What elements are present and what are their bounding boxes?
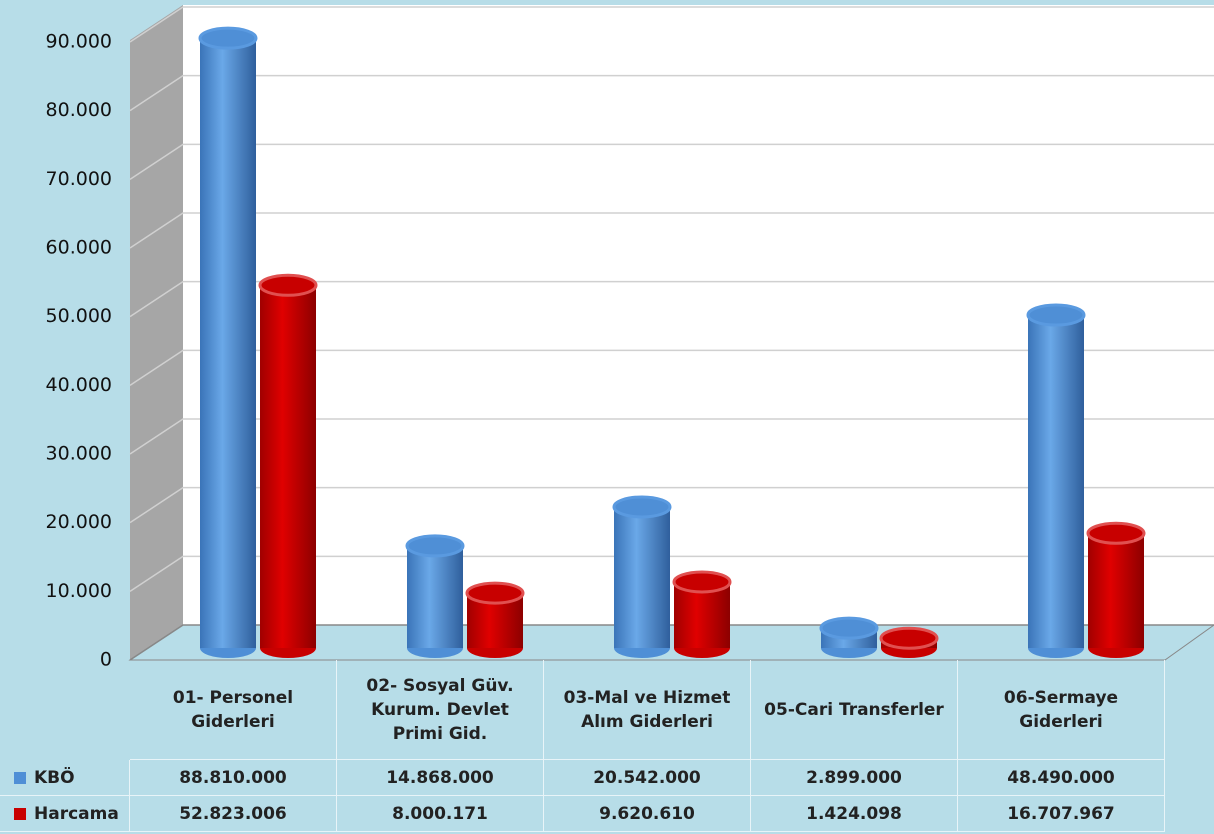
- bar: [407, 545, 463, 648]
- cell-text: 2.899.000: [806, 767, 902, 788]
- cell-text: 02- Sosyal Güv. Kurum. Devlet Primi Gid.: [366, 675, 514, 744]
- legend-key: [14, 771, 26, 784]
- bar-top: [1086, 521, 1146, 545]
- grid-line: [129, 486, 1214, 524]
- category-label: 03-Mal ve Hizmet Alım Giderleri: [544, 660, 751, 760]
- value-label: 1.424.098: [751, 796, 958, 832]
- cell-text: 9.620.610: [599, 803, 695, 824]
- cell-text: Harcama: [34, 803, 119, 824]
- bar-top: [465, 581, 525, 605]
- y-tick-label: 30.000: [46, 443, 112, 465]
- cell-text: 16.707.967: [1007, 803, 1115, 824]
- bar-top: [819, 616, 879, 640]
- y-tick-label: 90.000: [46, 31, 112, 53]
- cell-text: 06-Sermaye Giderleri: [1003, 687, 1119, 732]
- y-tick-label: 50.000: [46, 305, 112, 327]
- category-label: 01- Personel Giderleri: [130, 660, 337, 760]
- y-tick-label: 80.000: [46, 99, 112, 121]
- value-label: 48.490.000: [958, 760, 1165, 796]
- value-label: 2.899.000: [751, 760, 958, 796]
- bar-top: [672, 570, 732, 594]
- category-label: 02- Sosyal Güv. Kurum. Devlet Primi Gid.: [337, 660, 544, 760]
- bar-top: [1026, 303, 1086, 327]
- grid-line: [129, 143, 1214, 180]
- grid-line: [129, 280, 1214, 318]
- cell-text: 1.424.098: [806, 803, 902, 824]
- grid-line: [129, 74, 1214, 112]
- cell-text: 20.542.000: [593, 767, 701, 788]
- y-tick-label: 20.000: [46, 511, 112, 533]
- category-label: 06-Sermaye Giderleri: [958, 660, 1165, 760]
- cell-text: 14.868.000: [386, 767, 494, 788]
- value-label: 8.000.171: [337, 796, 544, 832]
- cell-text: 48.490.000: [1007, 767, 1115, 788]
- bar: [200, 38, 256, 649]
- value-label: 52.823.006: [130, 796, 337, 832]
- grid-line: [129, 555, 1214, 592]
- value-label: 16.707.967: [958, 796, 1165, 832]
- grid-line: [129, 349, 1214, 386]
- cell-text: 8.000.171: [392, 803, 488, 824]
- y-tick-label: 10.000: [46, 580, 112, 602]
- grid-line: [129, 6, 1214, 43]
- bar-top: [258, 273, 318, 297]
- cell-text: 01- Personel Giderleri: [172, 687, 294, 732]
- cell-text: KBÖ: [34, 767, 75, 788]
- cell-text: 88.810.000: [179, 767, 287, 788]
- bar: [260, 285, 316, 648]
- value-label: 20.542.000: [544, 760, 751, 796]
- back-wall: [183, 5, 1214, 625]
- cell-text: 05-Cari Transferler: [764, 699, 944, 720]
- cell-text: 52.823.006: [179, 803, 287, 824]
- bar-top: [879, 626, 939, 650]
- y-tick-label: 0: [100, 649, 112, 671]
- bar: [614, 506, 670, 648]
- legend-entry: Harcama: [0, 796, 130, 832]
- y-tick-label: 40.000: [46, 374, 112, 396]
- cell-text: 03-Mal ve Hizmet Alım Giderleri: [563, 687, 731, 732]
- bar-top: [198, 26, 258, 50]
- grid-line: [129, 418, 1214, 455]
- bar: [1088, 533, 1144, 648]
- grid-line: [129, 212, 1214, 249]
- value-label: 88.810.000: [130, 760, 337, 796]
- value-label: 14.868.000: [337, 760, 544, 796]
- y-tick-label: 60.000: [46, 237, 112, 259]
- legend-key: [14, 807, 26, 820]
- legend-entry: KBÖ: [0, 760, 130, 796]
- bar-top: [405, 534, 465, 558]
- bar: [1028, 315, 1084, 648]
- bar-top: [612, 495, 672, 519]
- y-tick-label: 70.000: [46, 168, 112, 190]
- value-label: 9.620.610: [544, 796, 751, 832]
- category-label: 05-Cari Transferler: [751, 660, 958, 760]
